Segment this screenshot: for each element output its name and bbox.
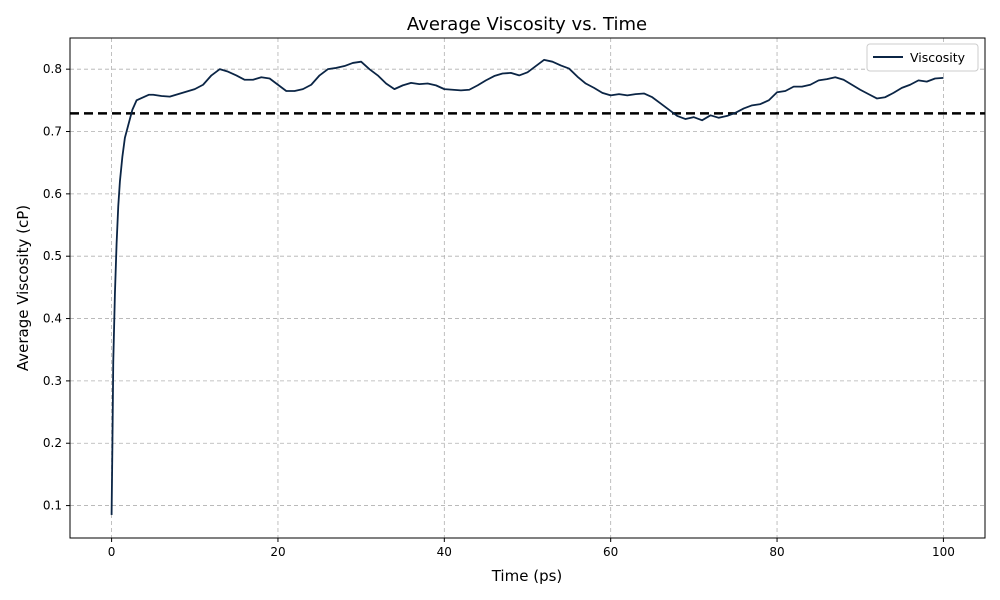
series-group (110, 58, 944, 515)
x-tick-label: 20 (270, 545, 285, 559)
plot-frame (69, 37, 986, 539)
grid (70, 38, 985, 538)
x-tick-label: 100 (932, 545, 955, 559)
legend-box (866, 43, 979, 72)
y-axis-label: Average Viscosity (cP) (14, 205, 32, 371)
x-tick-label: 60 (603, 545, 618, 559)
y-tick-label: 0.6 (43, 187, 62, 201)
y-axis-ticks: 0.1 0.2 0.3 0.4 0.5 0.6 0.7 0.8 (43, 62, 70, 513)
x-tick-label: 40 (437, 545, 452, 559)
x-axis-label: Time (ps) (491, 567, 563, 585)
legend: Viscosity (866, 43, 979, 72)
y-tick-label: 0.7 (43, 125, 62, 139)
x-axis-ticks: 0 20 40 60 80 100 (108, 538, 955, 559)
series-line-viscosity (110, 58, 944, 515)
y-tick-label: 0.1 (43, 499, 62, 513)
x-tick-label: 80 (769, 545, 784, 559)
x-tick-label: 0 (108, 545, 116, 559)
y-tick-label: 0.4 (43, 312, 62, 326)
legend-label-viscosity: Viscosity (910, 50, 966, 65)
chart-title: Average Viscosity vs. Time (407, 14, 647, 35)
y-tick-label: 0.2 (43, 436, 62, 450)
y-tick-label: 0.5 (43, 249, 62, 263)
y-tick-label: 0.3 (43, 374, 62, 388)
y-tick-label: 0.8 (43, 62, 62, 76)
